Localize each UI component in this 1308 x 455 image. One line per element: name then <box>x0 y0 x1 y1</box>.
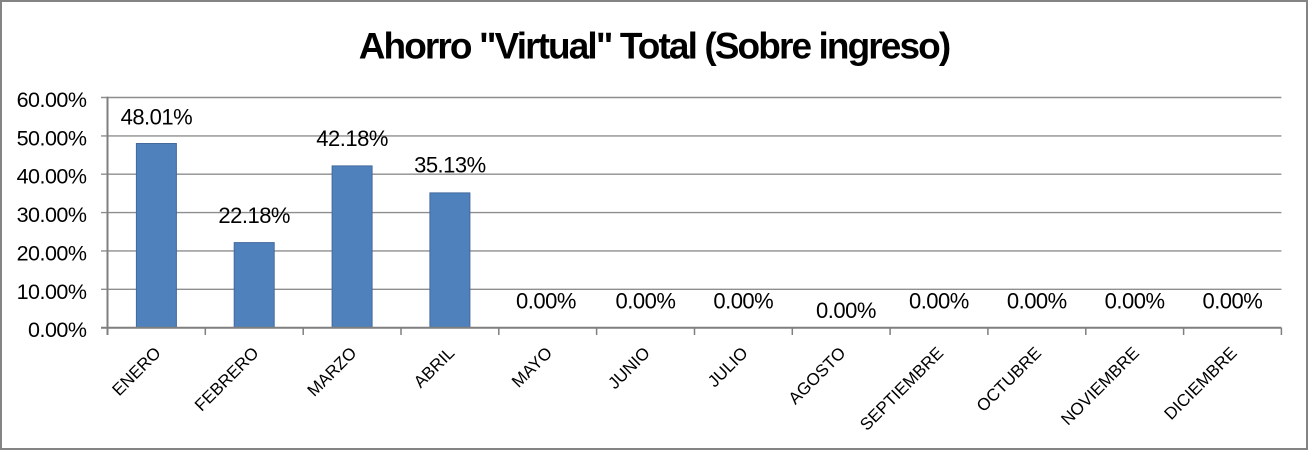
svg-text:48.01%: 48.01% <box>121 105 193 130</box>
svg-text:30.00%: 30.00% <box>17 203 87 227</box>
svg-text:0.00%: 0.00% <box>1202 289 1262 314</box>
svg-text:Ahorro "Virtual" Total (Sobre: Ahorro "Virtual" Total (Sobre ingreso) <box>359 25 950 66</box>
svg-text:0.00%: 0.00% <box>616 289 676 314</box>
svg-text:40.00%: 40.00% <box>17 165 87 189</box>
svg-text:20.00%: 20.00% <box>17 241 87 265</box>
svg-text:0.00%: 0.00% <box>816 298 876 323</box>
svg-text:0.00%: 0.00% <box>516 289 576 314</box>
svg-text:0.00%: 0.00% <box>28 318 87 342</box>
svg-text:0.00%: 0.00% <box>909 289 969 314</box>
svg-text:35.13%: 35.13% <box>414 152 486 177</box>
svg-text:42.18%: 42.18% <box>316 126 388 151</box>
svg-text:22.18%: 22.18% <box>218 203 290 228</box>
svg-text:60.00%: 60.00% <box>17 88 87 112</box>
svg-text:10.00%: 10.00% <box>17 280 87 304</box>
svg-text:50.00%: 50.00% <box>17 126 87 150</box>
svg-text:0.00%: 0.00% <box>1007 289 1067 314</box>
svg-text:0.00%: 0.00% <box>713 289 773 314</box>
svg-text:0.00%: 0.00% <box>1105 289 1165 314</box>
